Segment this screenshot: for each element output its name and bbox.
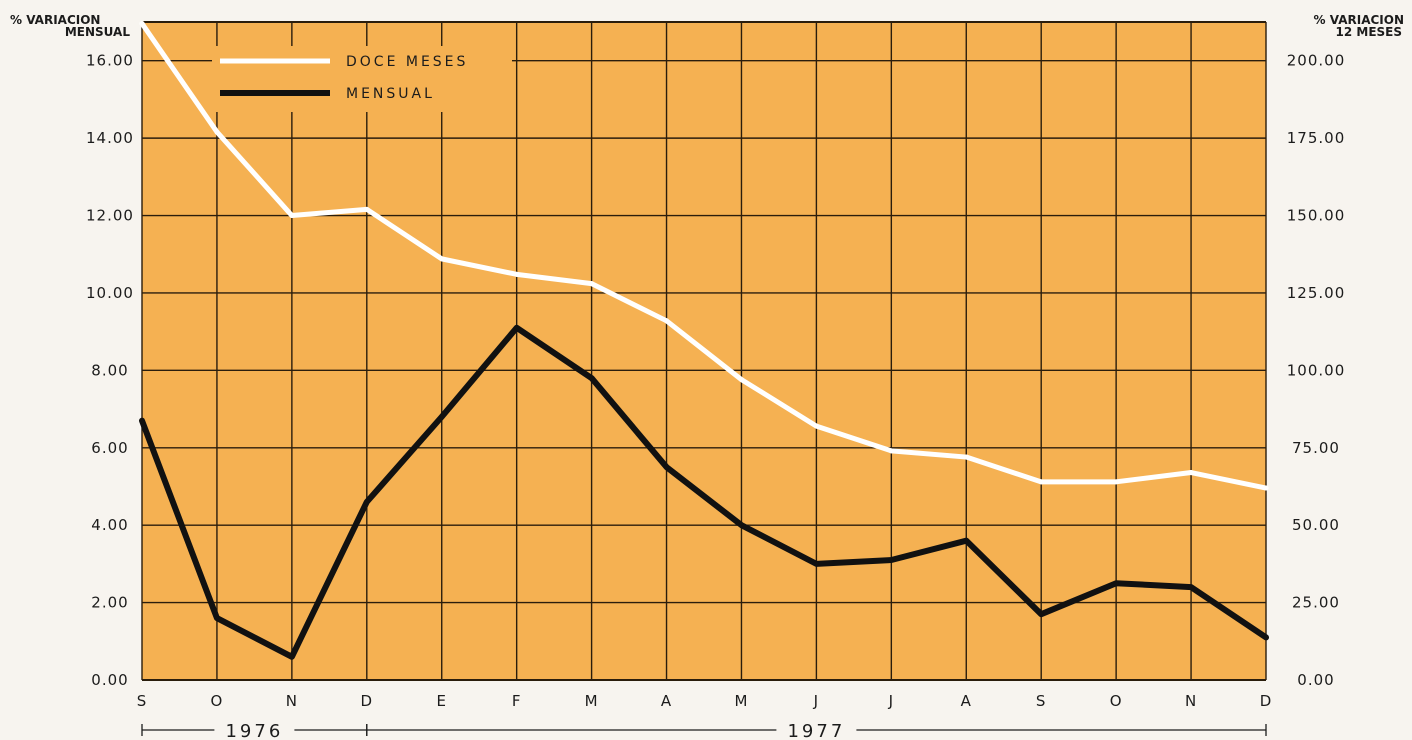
series-point	[1188, 584, 1194, 590]
series-point	[214, 615, 220, 621]
legend-label: MENSUAL	[346, 86, 435, 102]
left-tick-label: 16.00	[86, 52, 134, 70]
right-tick-label: 0.00	[1297, 671, 1334, 689]
left-axis-title-line2: MENSUAL	[65, 25, 130, 39]
x-tick-label: S	[137, 692, 148, 710]
left-tick-label: 0.00	[91, 671, 128, 689]
x-tick-label: M	[734, 692, 748, 710]
right-axis-title: % VARIACION 12 MESES	[1314, 13, 1404, 39]
series-point	[1263, 485, 1269, 491]
series-point	[289, 213, 295, 219]
series-point	[738, 522, 744, 528]
right-tick-label: 125.00	[1287, 284, 1346, 302]
series-point	[1263, 634, 1269, 640]
series-point	[888, 557, 894, 563]
left-tick-label: 10.00	[86, 284, 134, 302]
left-axis-title: % VARIACION MENSUAL	[10, 13, 130, 39]
series-point	[139, 21, 145, 27]
x-tick-label: J	[813, 692, 819, 710]
x-tick-label: O	[1110, 692, 1123, 710]
x-tick-label: J	[888, 692, 894, 710]
x-tick-label: N	[1185, 692, 1197, 710]
series-point	[439, 256, 445, 262]
series-point	[514, 271, 520, 277]
right-axis-title-line1: % VARIACION	[1314, 13, 1404, 27]
series-point	[514, 325, 520, 331]
x-tick-label: N	[286, 692, 298, 710]
series-point	[664, 464, 670, 470]
series-line-doce-meses	[139, 21, 1269, 491]
grid	[141, 21, 1267, 681]
year-label: 1977	[787, 721, 845, 740]
right-tick-label: 200.00	[1287, 52, 1346, 70]
right-tick-label: 175.00	[1287, 129, 1346, 147]
left-tick-label: 12.00	[86, 207, 134, 225]
x-tick-label: A	[661, 692, 672, 710]
right-tick-label: 50.00	[1292, 516, 1340, 534]
series-point	[1038, 479, 1044, 485]
series-point	[139, 418, 145, 424]
series-point	[813, 561, 819, 567]
right-tick-label: 150.00	[1287, 207, 1346, 225]
series-layer	[139, 21, 1269, 660]
series-point	[963, 454, 969, 460]
x-tick-label: M	[585, 692, 599, 710]
series-point	[888, 448, 894, 454]
series-point	[289, 654, 295, 660]
left-tick-label: 8.00	[91, 361, 128, 379]
x-tick-label: O	[211, 692, 224, 710]
series-point	[214, 129, 220, 135]
left-axis-ticks: 0.00 2.00 4.00 6.00 8.00 10.00 12.00 14.00 16.00	[86, 52, 134, 689]
series-point	[963, 538, 969, 544]
x-tick-label: D	[361, 692, 374, 710]
x-tick-label: A	[961, 692, 972, 710]
x-tick-label: F	[512, 692, 522, 710]
left-axis-title-line1: % VARIACION	[10, 13, 100, 27]
right-tick-label: 75.00	[1292, 439, 1340, 457]
x-tick-label: D	[1260, 692, 1273, 710]
series-point	[439, 414, 445, 420]
series-point	[364, 499, 370, 505]
legend-box	[212, 46, 512, 112]
series-point	[1038, 611, 1044, 617]
series-point	[364, 206, 370, 212]
series-point	[589, 281, 595, 287]
series-point	[664, 318, 670, 324]
year-bar: 1976 1977	[141, 721, 1267, 740]
x-tick-label: E	[436, 692, 446, 710]
year-label: 1976	[225, 721, 283, 740]
left-tick-label: 6.00	[91, 439, 128, 457]
series-point	[1188, 470, 1194, 476]
legend-label: DOCE MESES	[346, 54, 468, 70]
left-tick-label: 4.00	[91, 516, 128, 534]
series-point	[813, 423, 819, 429]
right-axis-title-line2: 12 MESES	[1336, 25, 1403, 39]
series-point	[1113, 479, 1119, 485]
series-point	[1113, 580, 1119, 586]
x-tick-label: S	[1036, 692, 1047, 710]
left-tick-label: 2.00	[91, 594, 128, 612]
legend: DOCE MESES MENSUAL	[212, 46, 512, 112]
right-axis-ticks: 0.00 25.00 50.00 75.00 100.00 125.00 150.00 175…	[1287, 52, 1346, 689]
series-point	[589, 375, 595, 381]
left-tick-label: 14.00	[86, 129, 134, 147]
right-tick-label: 25.00	[1292, 594, 1340, 612]
series-line-mensual	[139, 324, 1269, 660]
right-tick-label: 100.00	[1287, 361, 1346, 379]
series-point	[738, 377, 744, 383]
